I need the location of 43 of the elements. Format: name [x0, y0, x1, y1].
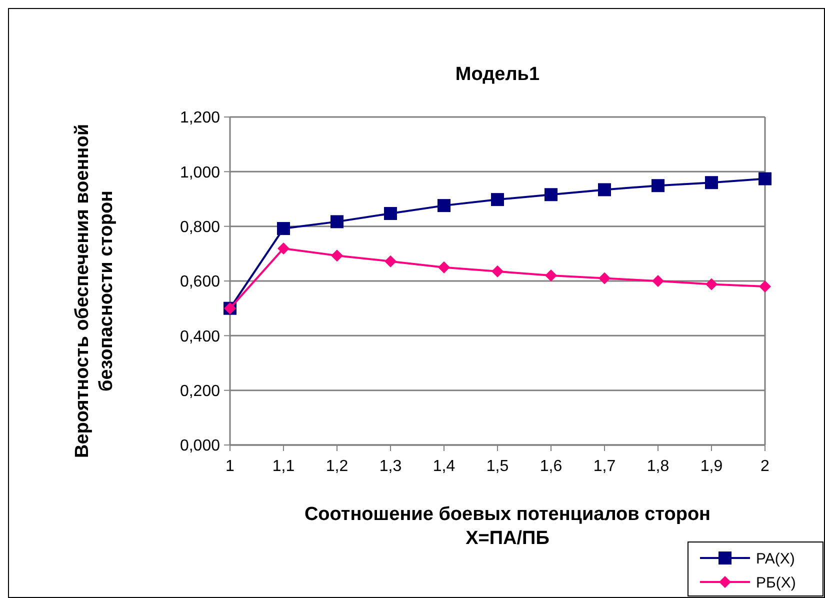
x-tick-label: 1,4: [432, 458, 456, 475]
point: [545, 270, 557, 282]
y-tick-label: 0,400: [180, 328, 220, 346]
point: [598, 183, 611, 196]
y-tick-label: 0,800: [180, 218, 220, 236]
x-tick-label: 1,6: [540, 458, 562, 475]
point: [438, 261, 450, 274]
x-tick-label: 1,8: [646, 458, 670, 475]
y-tick-label: 0,000: [180, 438, 220, 455]
point: [278, 242, 290, 254]
x-tick-label: 1,1: [272, 458, 295, 475]
y-tick-label: 1,200: [180, 110, 220, 127]
point: [598, 272, 610, 284]
point: [706, 278, 718, 290]
x-tick-label: 1,2: [326, 458, 348, 475]
point: [331, 250, 343, 262]
y-axis-title: Вероятность обеспечения военной безопасности сторон: [72, 124, 117, 458]
point: [277, 222, 290, 236]
point: [384, 206, 397, 220]
x-tick-label: 1,9: [700, 458, 723, 475]
point: [759, 280, 771, 292]
x-tick-label: 1,3: [379, 458, 402, 475]
point: [544, 188, 558, 202]
point: [652, 275, 664, 287]
x-tick-label: 1,7: [593, 458, 616, 475]
x-tick-label: 1,5: [486, 458, 509, 475]
legend-label: PA(X): [756, 550, 795, 568]
y-tick-label: 1,000: [180, 164, 220, 182]
point: [705, 176, 718, 190]
y-tick-label: 0,200: [180, 382, 220, 400]
point: [652, 179, 664, 192]
point: [438, 199, 450, 212]
legend-label: PБ(X): [756, 574, 796, 592]
x-axis-title: Соотношение боевых потенциалов сторон X=ПА/ПБ: [304, 504, 711, 549]
y-tick-label: 0,600: [180, 274, 220, 291]
chart-title: Модель1: [455, 64, 540, 85]
point: [491, 193, 504, 206]
x-tick-label: 2: [760, 458, 770, 475]
point: [330, 215, 344, 228]
point: [758, 172, 772, 186]
x-tick-label: 1: [226, 458, 235, 475]
point: [492, 265, 504, 278]
point: [384, 255, 396, 268]
